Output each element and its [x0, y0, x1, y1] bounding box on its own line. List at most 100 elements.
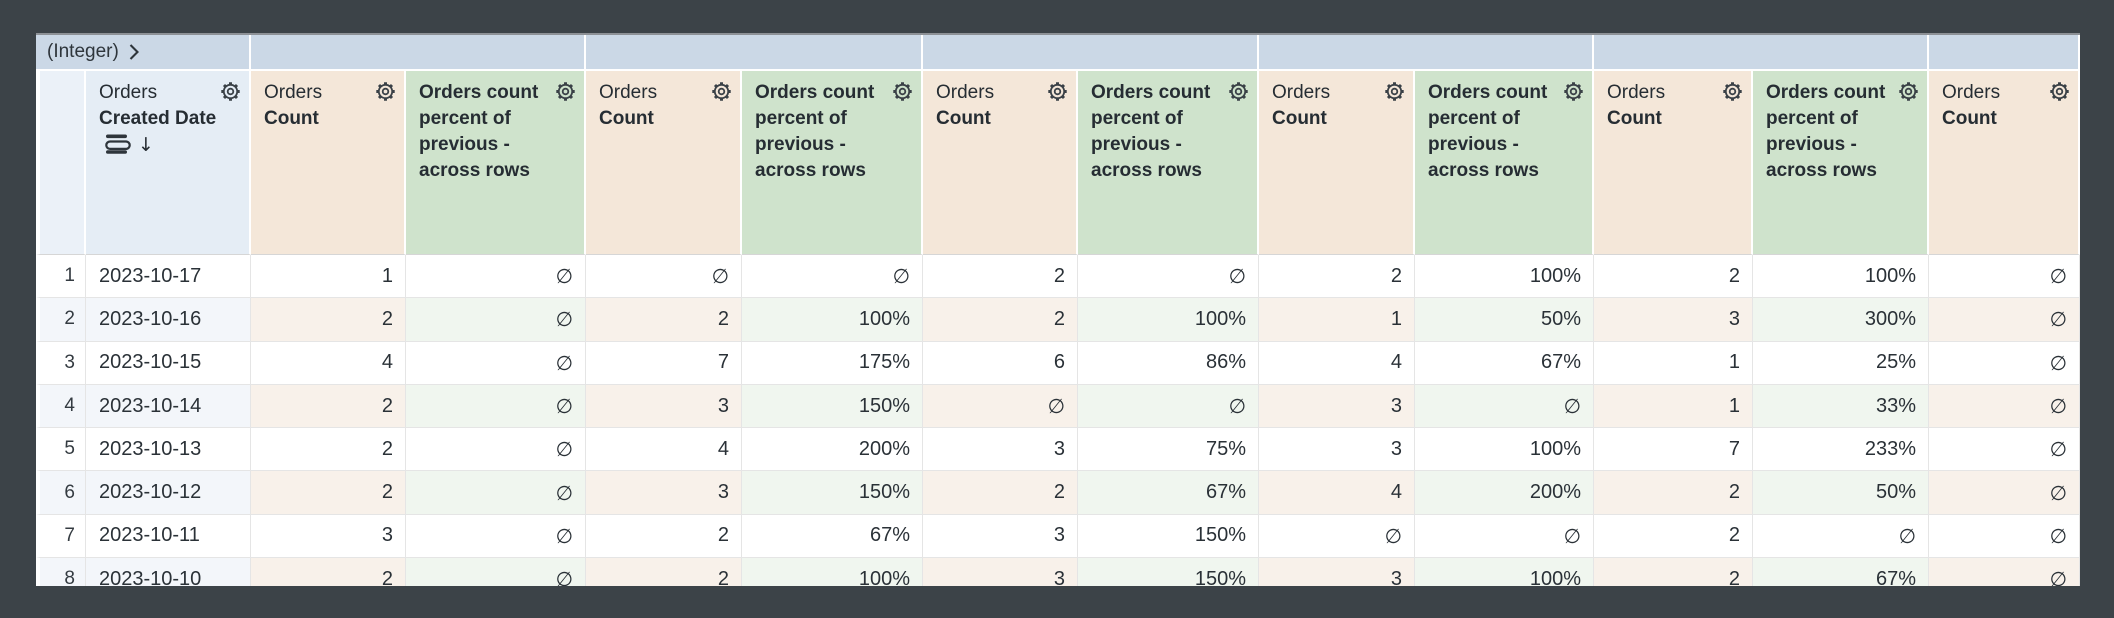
- data-cell[interactable]: ∅: [406, 471, 586, 515]
- data-cell[interactable]: 2: [1594, 255, 1753, 299]
- data-cell[interactable]: 6: [923, 341, 1078, 385]
- data-cell[interactable]: 3: [923, 514, 1078, 559]
- column-header-percent-of-previous[interactable]: Orders count percent of previous - acros…: [1753, 71, 1929, 255]
- data-cell[interactable]: 150%: [742, 384, 923, 429]
- gear-icon[interactable]: [891, 80, 914, 103]
- sort-descending-arrow[interactable]: ↓: [138, 134, 154, 156]
- data-cell[interactable]: ∅: [1929, 341, 2080, 385]
- data-cell[interactable]: 2: [1594, 558, 1753, 586]
- gear-icon[interactable]: [1383, 80, 1406, 103]
- data-cell[interactable]: 2: [923, 255, 1078, 299]
- data-cell[interactable]: 100%: [1078, 298, 1259, 342]
- column-header-orders-count[interactable]: Orders Count: [1259, 71, 1415, 255]
- column-header-percent-of-previous[interactable]: Orders count percent of previous - acros…: [406, 71, 586, 255]
- column-header-orders-count[interactable]: Orders Count: [1929, 71, 2080, 255]
- data-cell[interactable]: 3: [923, 428, 1078, 472]
- data-cell[interactable]: ∅: [1415, 384, 1594, 429]
- data-cell[interactable]: 100%: [1415, 558, 1594, 586]
- data-cell[interactable]: 7: [1594, 428, 1753, 472]
- data-cell[interactable]: 67%: [1415, 341, 1594, 385]
- pivot-sort-icon[interactable]: [105, 134, 131, 162]
- data-cell[interactable]: 233%: [1753, 428, 1929, 472]
- data-cell[interactable]: ∅: [1929, 558, 2080, 586]
- date-cell[interactable]: 2023-10-11: [86, 514, 251, 559]
- column-header-orders-count[interactable]: Orders Count: [251, 71, 406, 255]
- gear-icon[interactable]: [1562, 80, 1585, 103]
- data-cell[interactable]: 100%: [1415, 428, 1594, 472]
- data-cell[interactable]: 4: [1259, 341, 1415, 385]
- data-cell[interactable]: 3: [586, 384, 742, 429]
- data-cell[interactable]: ∅: [1415, 514, 1594, 559]
- chevron-right-icon[interactable]: [128, 43, 140, 61]
- data-cell[interactable]: ∅: [1078, 255, 1259, 299]
- gear-icon[interactable]: [2048, 80, 2071, 103]
- data-cell[interactable]: ∅: [923, 384, 1078, 429]
- column-header-orders-created-date[interactable]: Orders Created Date ↓: [86, 71, 251, 255]
- data-cell[interactable]: 67%: [1078, 471, 1259, 515]
- data-cell[interactable]: 3: [1259, 428, 1415, 472]
- date-cell[interactable]: 2023-10-10: [86, 558, 251, 586]
- data-cell[interactable]: 50%: [1753, 471, 1929, 515]
- column-header-orders-count[interactable]: Orders Count: [1594, 71, 1753, 255]
- data-cell[interactable]: 200%: [742, 428, 923, 472]
- date-cell[interactable]: 2023-10-16: [86, 298, 251, 342]
- data-cell[interactable]: 2: [586, 514, 742, 559]
- data-cell[interactable]: 300%: [1753, 298, 1929, 342]
- column-header-percent-of-previous[interactable]: Orders count percent of previous - acros…: [1415, 71, 1594, 255]
- data-cell[interactable]: 3: [1594, 298, 1753, 342]
- pivot-field-cell[interactable]: (Integer): [36, 35, 251, 71]
- data-cell[interactable]: 2: [923, 298, 1078, 342]
- data-cell[interactable]: 150%: [742, 471, 923, 515]
- data-cell[interactable]: 3: [1259, 558, 1415, 586]
- data-cell[interactable]: 2: [251, 558, 406, 586]
- data-cell[interactable]: 2: [1259, 255, 1415, 299]
- data-cell[interactable]: 86%: [1078, 341, 1259, 385]
- data-cell[interactable]: 200%: [1415, 471, 1594, 515]
- data-cell[interactable]: ∅: [1753, 514, 1929, 559]
- data-cell[interactable]: 2: [251, 428, 406, 472]
- data-cell[interactable]: 2: [251, 298, 406, 342]
- data-cell[interactable]: ∅: [406, 384, 586, 429]
- data-cell[interactable]: 33%: [1753, 384, 1929, 429]
- data-cell[interactable]: ∅: [742, 255, 923, 299]
- column-header-percent-of-previous[interactable]: Orders count percent of previous - acros…: [1078, 71, 1259, 255]
- data-cell[interactable]: ∅: [1259, 514, 1415, 559]
- date-cell[interactable]: 2023-10-12: [86, 471, 251, 515]
- data-cell[interactable]: 3: [1259, 384, 1415, 429]
- data-cell[interactable]: 75%: [1078, 428, 1259, 472]
- data-cell[interactable]: 1: [251, 255, 406, 299]
- date-cell[interactable]: 2023-10-17: [86, 255, 251, 299]
- data-cell[interactable]: 1: [1594, 384, 1753, 429]
- data-cell[interactable]: 7: [586, 341, 742, 385]
- data-cell[interactable]: ∅: [406, 514, 586, 559]
- data-cell[interactable]: 50%: [1415, 298, 1594, 342]
- date-cell[interactable]: 2023-10-14: [86, 384, 251, 429]
- gear-icon[interactable]: [554, 80, 577, 103]
- data-cell[interactable]: 4: [586, 428, 742, 472]
- data-cell[interactable]: 4: [1259, 471, 1415, 515]
- data-cell[interactable]: 4: [251, 341, 406, 385]
- data-cell[interactable]: 1: [1259, 298, 1415, 342]
- data-cell[interactable]: 175%: [742, 341, 923, 385]
- data-cell[interactable]: 2: [586, 298, 742, 342]
- data-cell[interactable]: ∅: [1078, 384, 1259, 429]
- gear-icon[interactable]: [219, 80, 242, 103]
- gear-icon[interactable]: [1721, 80, 1744, 103]
- data-cell[interactable]: ∅: [406, 428, 586, 472]
- data-cell[interactable]: 25%: [1753, 341, 1929, 385]
- data-cell[interactable]: 150%: [1078, 558, 1259, 586]
- data-cell[interactable]: ∅: [1929, 428, 2080, 472]
- data-cell[interactable]: 1: [1594, 341, 1753, 385]
- data-cell[interactable]: 2: [1594, 514, 1753, 559]
- column-header-orders-count[interactable]: Orders Count: [923, 71, 1078, 255]
- gear-icon[interactable]: [1897, 80, 1920, 103]
- data-cell[interactable]: 2: [251, 471, 406, 515]
- data-cell[interactable]: 3: [251, 514, 406, 559]
- gear-icon[interactable]: [710, 80, 733, 103]
- data-cell[interactable]: 3: [923, 558, 1078, 586]
- data-cell[interactable]: 100%: [1753, 255, 1929, 299]
- gear-icon[interactable]: [374, 80, 397, 103]
- data-cell[interactable]: ∅: [1929, 255, 2080, 299]
- data-cell[interactable]: 2: [251, 384, 406, 429]
- date-cell[interactable]: 2023-10-15: [86, 341, 251, 385]
